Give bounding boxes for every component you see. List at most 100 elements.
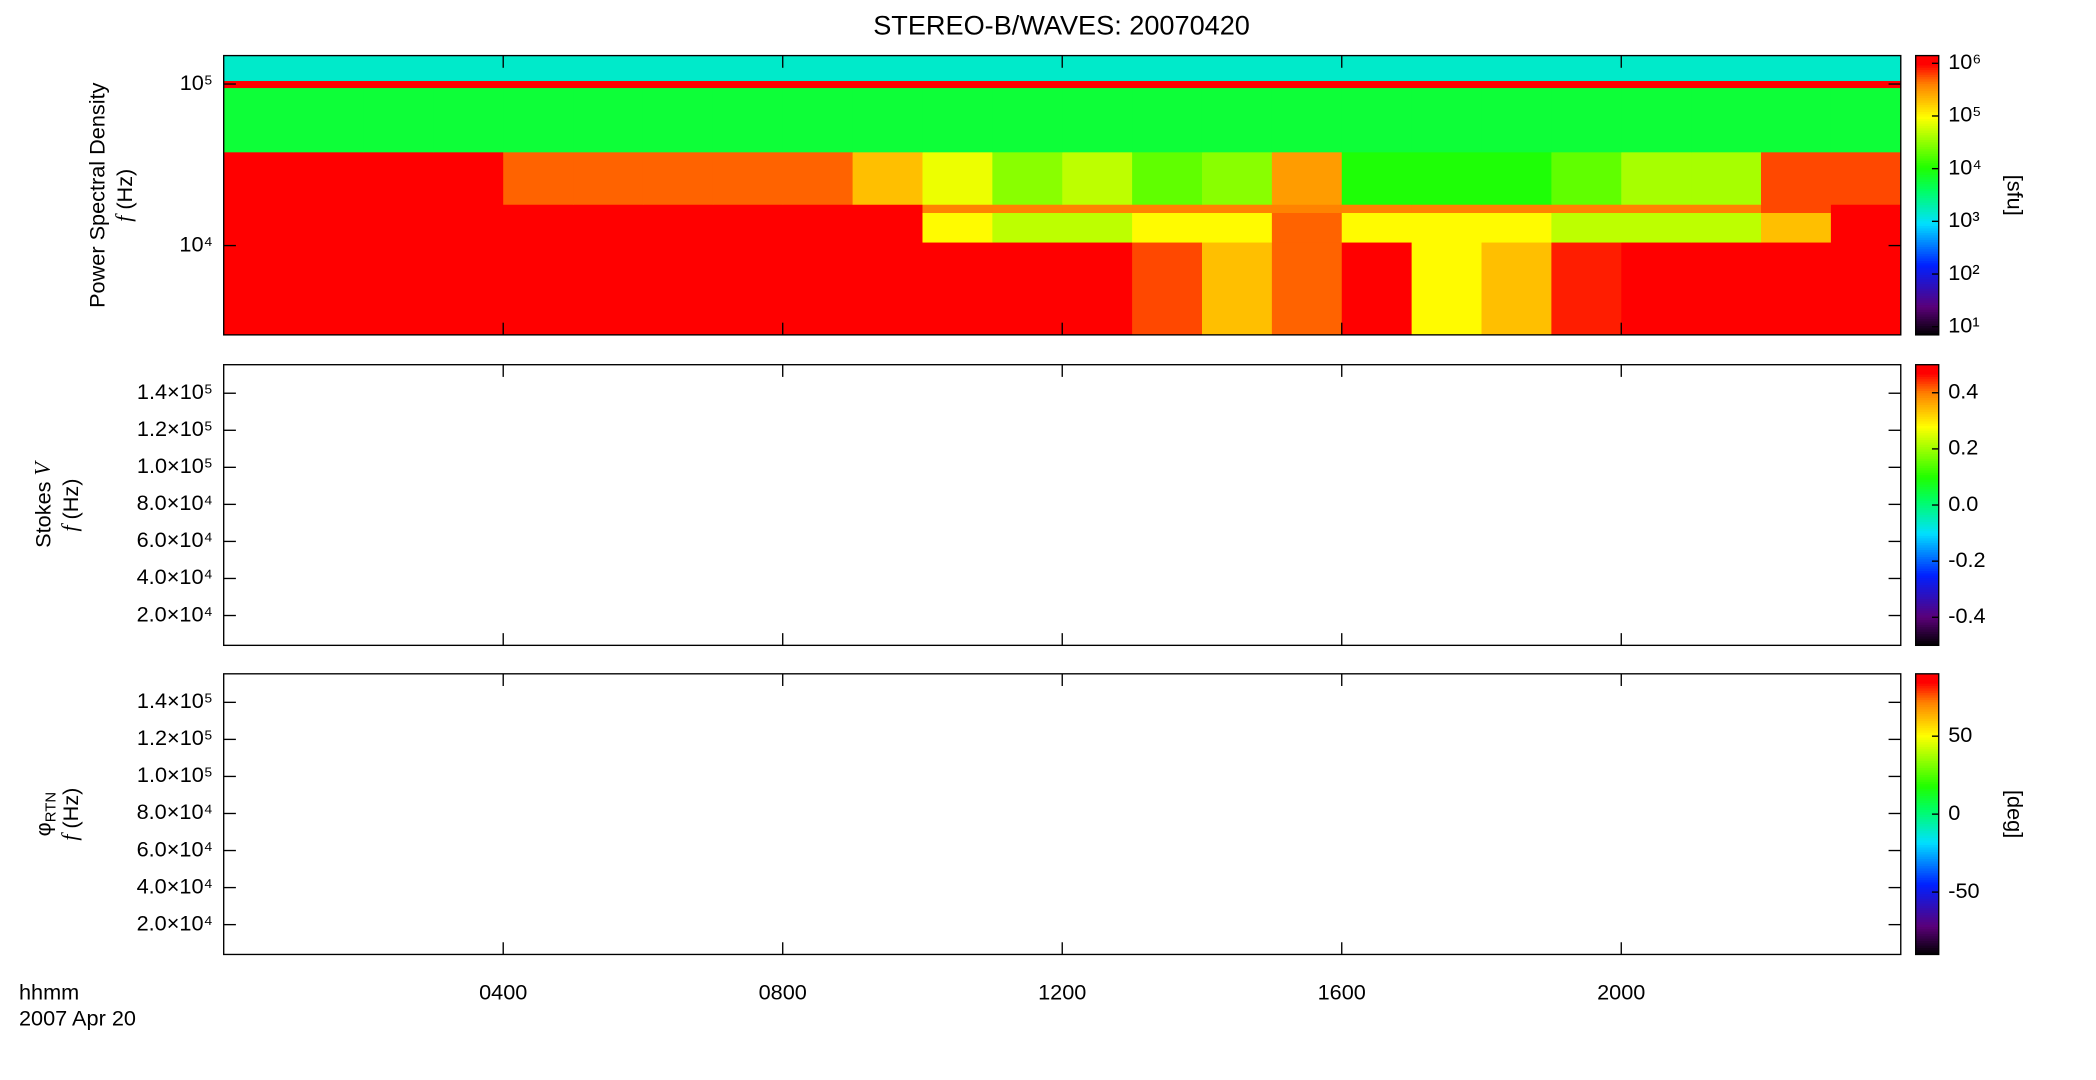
colorbar-segment xyxy=(1915,239,1939,243)
colorbar-segment xyxy=(1915,465,1939,469)
colorbar-segment xyxy=(1915,120,1939,124)
colorbar-segment xyxy=(1915,628,1939,632)
heatmap-cell xyxy=(293,55,364,82)
colorbar-segment xyxy=(1915,793,1939,796)
colorbar-segment xyxy=(1915,76,1939,80)
colorbar-segment xyxy=(1915,69,1939,73)
colorbar-segment xyxy=(1915,713,1939,717)
colorbar-segment xyxy=(1915,603,1939,607)
heatmap-cell xyxy=(782,80,854,89)
colorbar-segment xyxy=(1915,104,1939,108)
colorbar-segment xyxy=(1915,92,1939,96)
colorbar-segment xyxy=(1915,83,1939,87)
heatmap-cell xyxy=(1691,242,1762,336)
colorbar-segment xyxy=(1915,837,1939,841)
y-tick-label: 10⁴ xyxy=(179,231,212,256)
colorbar-segment xyxy=(1915,416,1939,420)
colorbar-segment xyxy=(1915,446,1939,450)
colorbar-segment xyxy=(1915,476,1939,480)
colorbar-segment xyxy=(1915,940,1939,944)
heatmap-cell xyxy=(503,55,574,82)
colorbar-segment xyxy=(1915,125,1939,129)
heatmap-cell xyxy=(1062,242,1133,336)
colorbar-segment xyxy=(1915,479,1939,483)
colorbar-segment xyxy=(1915,406,1939,410)
heatmap-cell xyxy=(1830,242,1902,336)
colorbar-segment xyxy=(1915,404,1939,408)
y-tick-label: 1.2×10⁵ xyxy=(137,725,213,750)
heatmap-cell xyxy=(223,151,294,205)
colorbar-segment xyxy=(1915,758,1939,761)
colorbar-segment xyxy=(1915,823,1939,827)
heatmap-cell xyxy=(782,204,854,214)
colorbar-segment xyxy=(1915,427,1939,431)
colorbar-segment xyxy=(1915,274,1939,278)
colorbar-segment xyxy=(1915,895,1939,899)
colorbar-segment xyxy=(1915,706,1939,710)
colorbar-segment xyxy=(1915,624,1939,628)
heatmap-cell xyxy=(1411,80,1482,89)
heatmap-cell xyxy=(503,151,574,205)
plot-frame xyxy=(223,364,1902,647)
colorbar-segment xyxy=(1915,279,1939,282)
colorbar-segment xyxy=(1915,507,1939,511)
heatmap-cell xyxy=(293,151,364,205)
colorbar-segment xyxy=(1915,830,1939,834)
heatmap-cell xyxy=(1411,55,1482,82)
heatmap-cell xyxy=(992,212,1063,243)
colorbar-segment xyxy=(1915,474,1939,478)
heatmap-cell xyxy=(1411,242,1482,336)
colorbar-segment xyxy=(1915,85,1939,89)
colorbar-segment xyxy=(1915,767,1939,771)
heatmap-cell xyxy=(223,204,294,214)
colorbar-tick-label: -0.4 xyxy=(1948,603,1985,628)
colorbar-segment xyxy=(1915,549,1939,553)
colorbar-segment xyxy=(1915,251,1939,254)
colorbar-segment xyxy=(1915,753,1939,757)
colorbar-segment xyxy=(1915,769,1939,773)
heatmap-cell xyxy=(992,151,1063,205)
heatmap-cell xyxy=(1621,212,1692,243)
colorbar-segment xyxy=(1915,55,1939,59)
heatmap-cell xyxy=(1481,80,1552,89)
y-tick-label: 6.0×10⁴ xyxy=(137,527,213,552)
date-label: 2007 Apr 20 xyxy=(19,1005,136,1030)
colorbar-tick-label: 10³ xyxy=(1948,207,1979,232)
colorbar-segment xyxy=(1915,223,1939,227)
heatmap-cell xyxy=(1761,151,1832,205)
colorbar-segment xyxy=(1915,903,1939,906)
colorbar-segment xyxy=(1915,116,1939,119)
colorbar-segment xyxy=(1915,57,1939,61)
colorbar-segment xyxy=(1915,699,1939,703)
colorbar-segment xyxy=(1915,521,1939,525)
y-tick-label: 8.0×10⁴ xyxy=(137,799,213,824)
colorbar-segment xyxy=(1915,952,1939,955)
colorbar-segment xyxy=(1915,74,1939,78)
colorbar-segment xyxy=(1915,561,1939,565)
colorbar-segment xyxy=(1915,176,1939,180)
colorbar-segment xyxy=(1915,413,1939,417)
colorbar-segment xyxy=(1915,535,1939,539)
colorbar-segment xyxy=(1915,542,1939,546)
heatmap-cell xyxy=(1132,87,1203,153)
heatmap-cell xyxy=(922,87,993,153)
heatmap-cell xyxy=(712,242,784,336)
colorbar-segment xyxy=(1915,106,1939,110)
heatmap-cell xyxy=(1411,204,1482,214)
colorbar-segment xyxy=(1915,673,1939,677)
colorbar-segment xyxy=(1915,605,1939,609)
colorbar-segment xyxy=(1915,919,1939,923)
heatmap-cell xyxy=(642,212,714,243)
colorbar-segment xyxy=(1915,292,1939,296)
colorbar-segment xyxy=(1915,395,1939,398)
heatmap-cell xyxy=(992,55,1063,82)
colorbar-segment xyxy=(1915,472,1939,476)
colorbar-segment xyxy=(1915,863,1939,867)
colorbar-segment xyxy=(1915,734,1939,738)
colorbar-segment xyxy=(1915,898,1939,902)
heatmap-cell xyxy=(573,212,644,243)
heatmap-cell xyxy=(1621,242,1692,336)
y-axis-var: f xyxy=(58,523,82,532)
heatmap-cell xyxy=(852,242,923,336)
colorbar-segment xyxy=(1915,708,1939,712)
